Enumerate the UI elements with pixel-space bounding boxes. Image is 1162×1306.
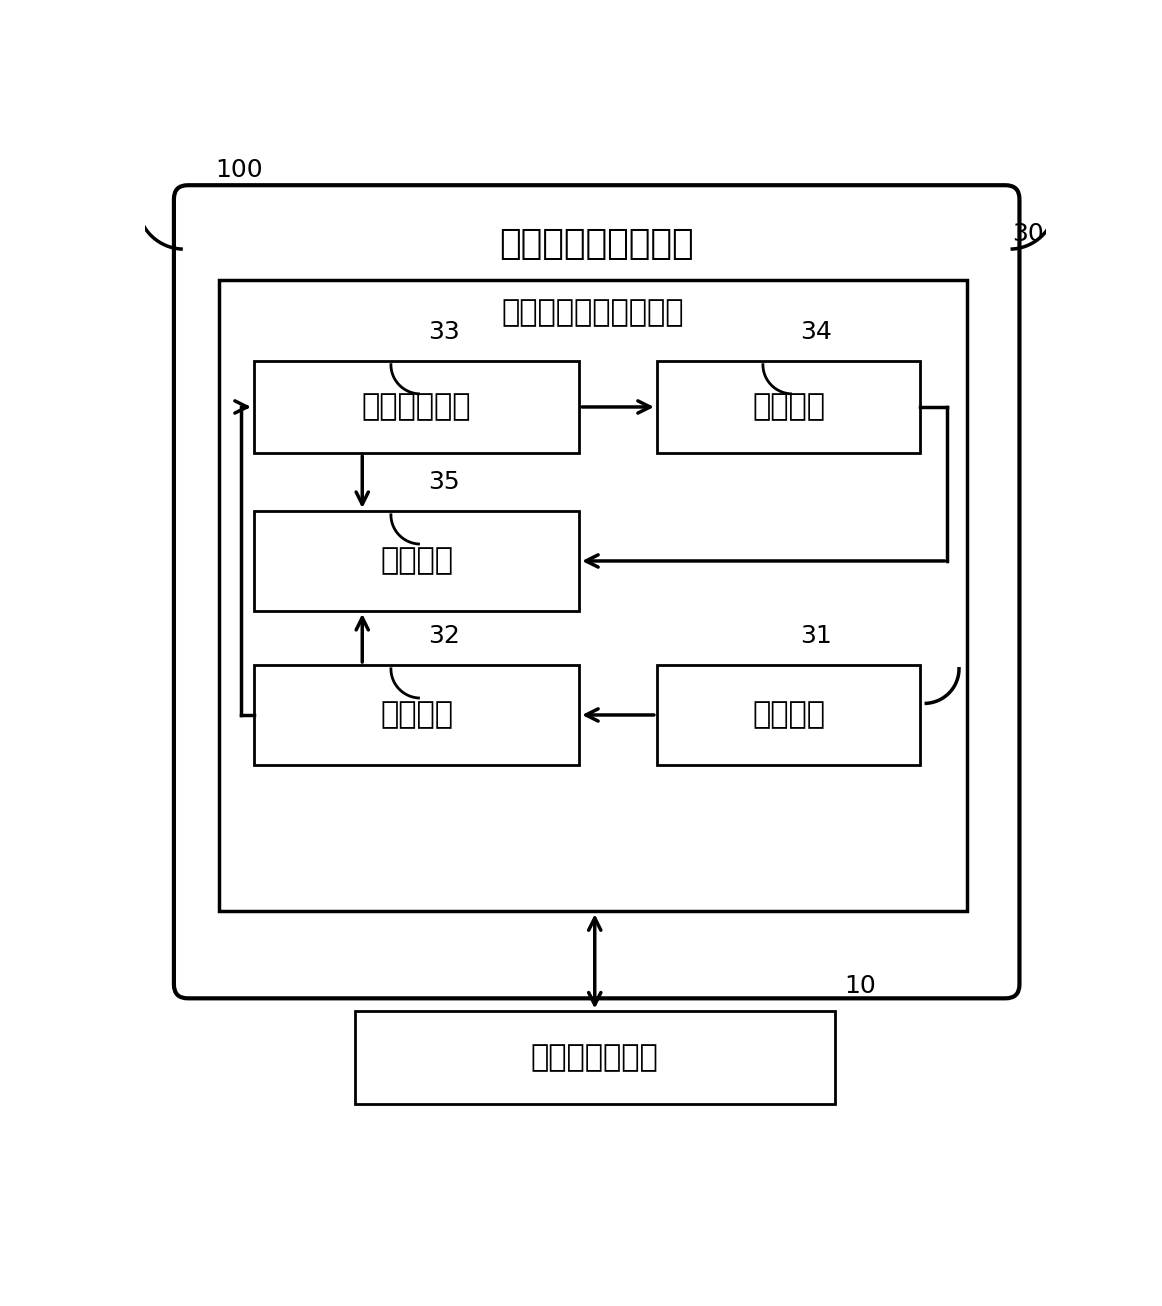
Bar bbox=[354, 1011, 835, 1104]
Text: 数量统计单元: 数量统计单元 bbox=[361, 393, 472, 422]
Bar bbox=[253, 665, 579, 765]
Bar bbox=[657, 665, 920, 765]
Text: 分类单元: 分类单元 bbox=[380, 700, 453, 730]
Text: 32: 32 bbox=[428, 624, 460, 648]
Text: 30: 30 bbox=[1012, 222, 1043, 246]
Bar bbox=[253, 360, 579, 453]
Bar bbox=[657, 360, 920, 453]
Bar bbox=[253, 511, 579, 611]
Text: 输出单元: 输出单元 bbox=[380, 546, 453, 576]
Text: 31: 31 bbox=[801, 624, 832, 648]
FancyBboxPatch shape bbox=[174, 185, 1019, 998]
Text: 34: 34 bbox=[801, 320, 832, 343]
Text: 错误提示信息管理模块: 错误提示信息管理模块 bbox=[502, 298, 684, 326]
Text: 10: 10 bbox=[845, 973, 876, 998]
Text: 100: 100 bbox=[215, 158, 263, 182]
Text: 电路板布线模块: 电路板布线模块 bbox=[531, 1043, 659, 1072]
Text: 33: 33 bbox=[428, 320, 460, 343]
Text: 判断单元: 判断单元 bbox=[752, 393, 825, 422]
Text: 获取单元: 获取单元 bbox=[752, 700, 825, 730]
Text: 35: 35 bbox=[428, 470, 460, 494]
Text: 印刷电路板布线系统: 印刷电路板布线系统 bbox=[500, 227, 694, 261]
Bar bbox=[218, 279, 967, 912]
